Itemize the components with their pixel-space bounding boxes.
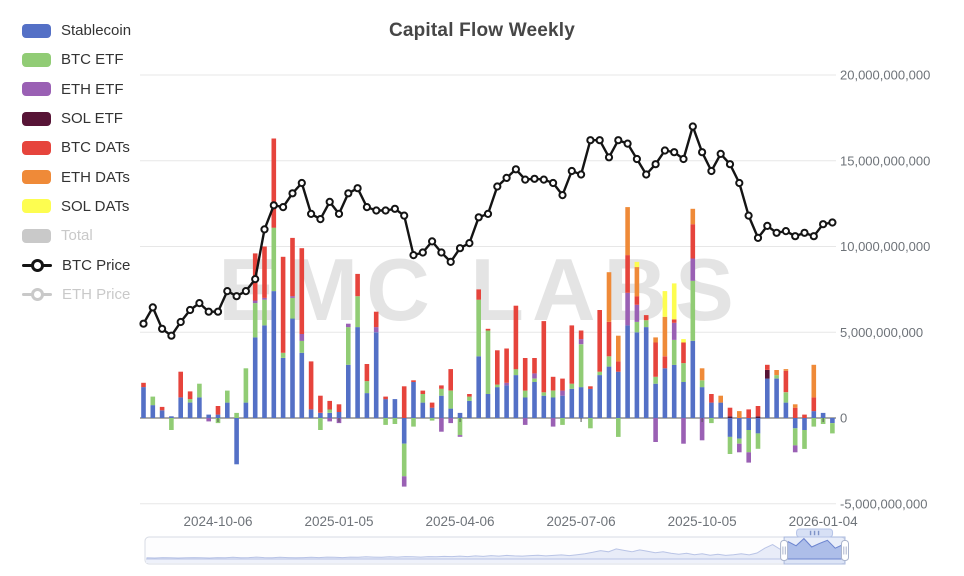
legend-item-btc-price[interactable]: BTC Price — [22, 250, 131, 279]
navigator-handle-right[interactable] — [841, 540, 849, 561]
x-axis-labels: 2024-10-06 2025-01-05 2025-04-06 2025-07-06… — [183, 418, 858, 529]
navigator-move-handle[interactable] — [796, 528, 834, 538]
legend: Stablecoin BTC ETF ETH ETF SOL ETF BTC D… — [22, 16, 131, 309]
flow-bars — [141, 138, 835, 487]
svg-text:15,000,000,000: 15,000,000,000 — [840, 153, 930, 168]
svg-text:2025-07-06: 2025-07-06 — [547, 514, 616, 529]
svg-text:0: 0 — [840, 411, 847, 426]
btc-price-line — [139, 122, 837, 340]
svg-text:2026-01-04: 2026-01-04 — [789, 514, 859, 529]
eth-dats-swatch-icon — [22, 170, 51, 185]
stablecoin-swatch-icon — [22, 23, 51, 38]
navigator-handle-left[interactable] — [780, 540, 789, 561]
navigator-sparkline — [146, 537, 844, 560]
eth-price-line-icon — [22, 287, 52, 302]
sol-dats-swatch-icon — [22, 199, 51, 214]
total-swatch-icon — [22, 228, 51, 243]
navigator — [144, 528, 849, 565]
legend-item-stablecoin[interactable]: Stablecoin — [22, 16, 131, 45]
navigator-window[interactable] — [783, 536, 846, 565]
btc-etf-swatch-icon — [22, 52, 51, 67]
legend-item-eth-etf[interactable]: ETH ETF — [22, 75, 131, 104]
svg-text:2025-01-05: 2025-01-05 — [304, 514, 373, 529]
legend-item-eth-dats[interactable]: ETH DATs — [22, 162, 131, 191]
svg-text:2025-04-06: 2025-04-06 — [426, 514, 495, 529]
sol-etf-swatch-icon — [22, 111, 51, 126]
page-title: Capital Flow Weekly — [388, 20, 576, 41]
legend-item-sol-dats[interactable]: SOL DATs — [22, 192, 131, 221]
svg-text:2024-10-06: 2024-10-06 — [183, 514, 252, 529]
eth-etf-swatch-icon — [22, 82, 51, 97]
y-axis-labels: 20,000,000,000 15,000,000,000 10,000,000,0… — [840, 68, 930, 512]
btc-dats-swatch-icon — [22, 140, 51, 155]
legend-item-btc-dats[interactable]: BTC DATs — [22, 133, 131, 162]
legend-item-total[interactable]: Total — [22, 221, 131, 250]
svg-text:-5,000,000,000: -5,000,000,000 — [840, 496, 927, 511]
legend-item-sol-etf[interactable]: SOL ETF — [22, 104, 131, 133]
btc-price-line-icon — [22, 258, 52, 273]
svg-text:20,000,000,000: 20,000,000,000 — [840, 68, 930, 83]
svg-text:5,000,000,000: 5,000,000,000 — [840, 325, 923, 340]
legend-item-btc-etf[interactable]: BTC ETF — [22, 45, 131, 74]
svg-text:2025-10-05: 2025-10-05 — [668, 514, 737, 529]
svg-text:10,000,000,000: 10,000,000,000 — [840, 239, 930, 254]
legend-item-eth-price[interactable]: ETH Price — [22, 280, 131, 309]
